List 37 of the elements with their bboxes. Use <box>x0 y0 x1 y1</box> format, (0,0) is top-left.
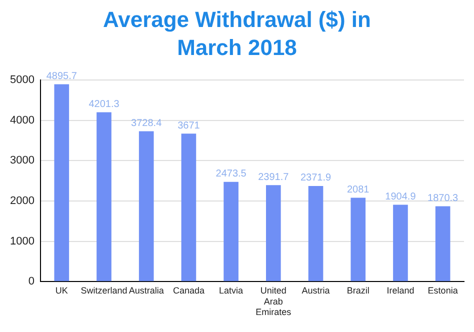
data-label: 1904.9 <box>385 192 416 203</box>
y-tick-label: 1000 <box>10 235 34 248</box>
x-tick-label: Switzerland <box>80 285 128 296</box>
bar <box>138 131 154 282</box>
bar <box>224 182 238 282</box>
data-label: 2473.5 <box>216 168 247 180</box>
x-tick-label: Canada <box>172 285 204 296</box>
x-tick-label: Estonia <box>428 285 458 296</box>
data-label: 3728.4 <box>131 118 162 130</box>
data-label: 1870.3 <box>428 192 459 204</box>
x-tick-label: Latvia <box>219 285 244 296</box>
bar <box>435 206 450 282</box>
x-tick-label: Brazil <box>346 285 370 296</box>
data-label: 2371.9 <box>300 172 332 184</box>
data-label: 4201.3 <box>88 98 120 110</box>
data-label: 3671 <box>178 120 200 132</box>
y-tick-label: 0 <box>28 276 34 288</box>
bar <box>393 204 408 282</box>
x-tick-label: UK <box>55 285 68 296</box>
x-tick-label: Australia <box>128 285 164 296</box>
x-tick-label: Austria <box>302 285 330 296</box>
x-tick-label: United Arab Emirates <box>256 285 292 318</box>
bar <box>350 198 366 282</box>
y-tick-label: 4000 <box>10 114 34 126</box>
y-tick-label: 2000 <box>10 194 34 207</box>
bar <box>54 84 70 282</box>
bar <box>266 185 281 282</box>
data-label: 2391.7 <box>258 172 290 183</box>
x-tick-label: Ireland <box>386 285 414 296</box>
bar <box>96 112 112 282</box>
chart-title: Average Withdrawal ($) in March 2018 <box>102 6 372 62</box>
bar <box>308 186 324 282</box>
bar <box>181 134 196 282</box>
y-tick-label: 3000 <box>10 154 34 167</box>
data-label: 4895.7 <box>46 70 78 82</box>
data-label: 2081 <box>346 184 370 196</box>
y-tick-label: 5000 <box>10 74 34 86</box>
